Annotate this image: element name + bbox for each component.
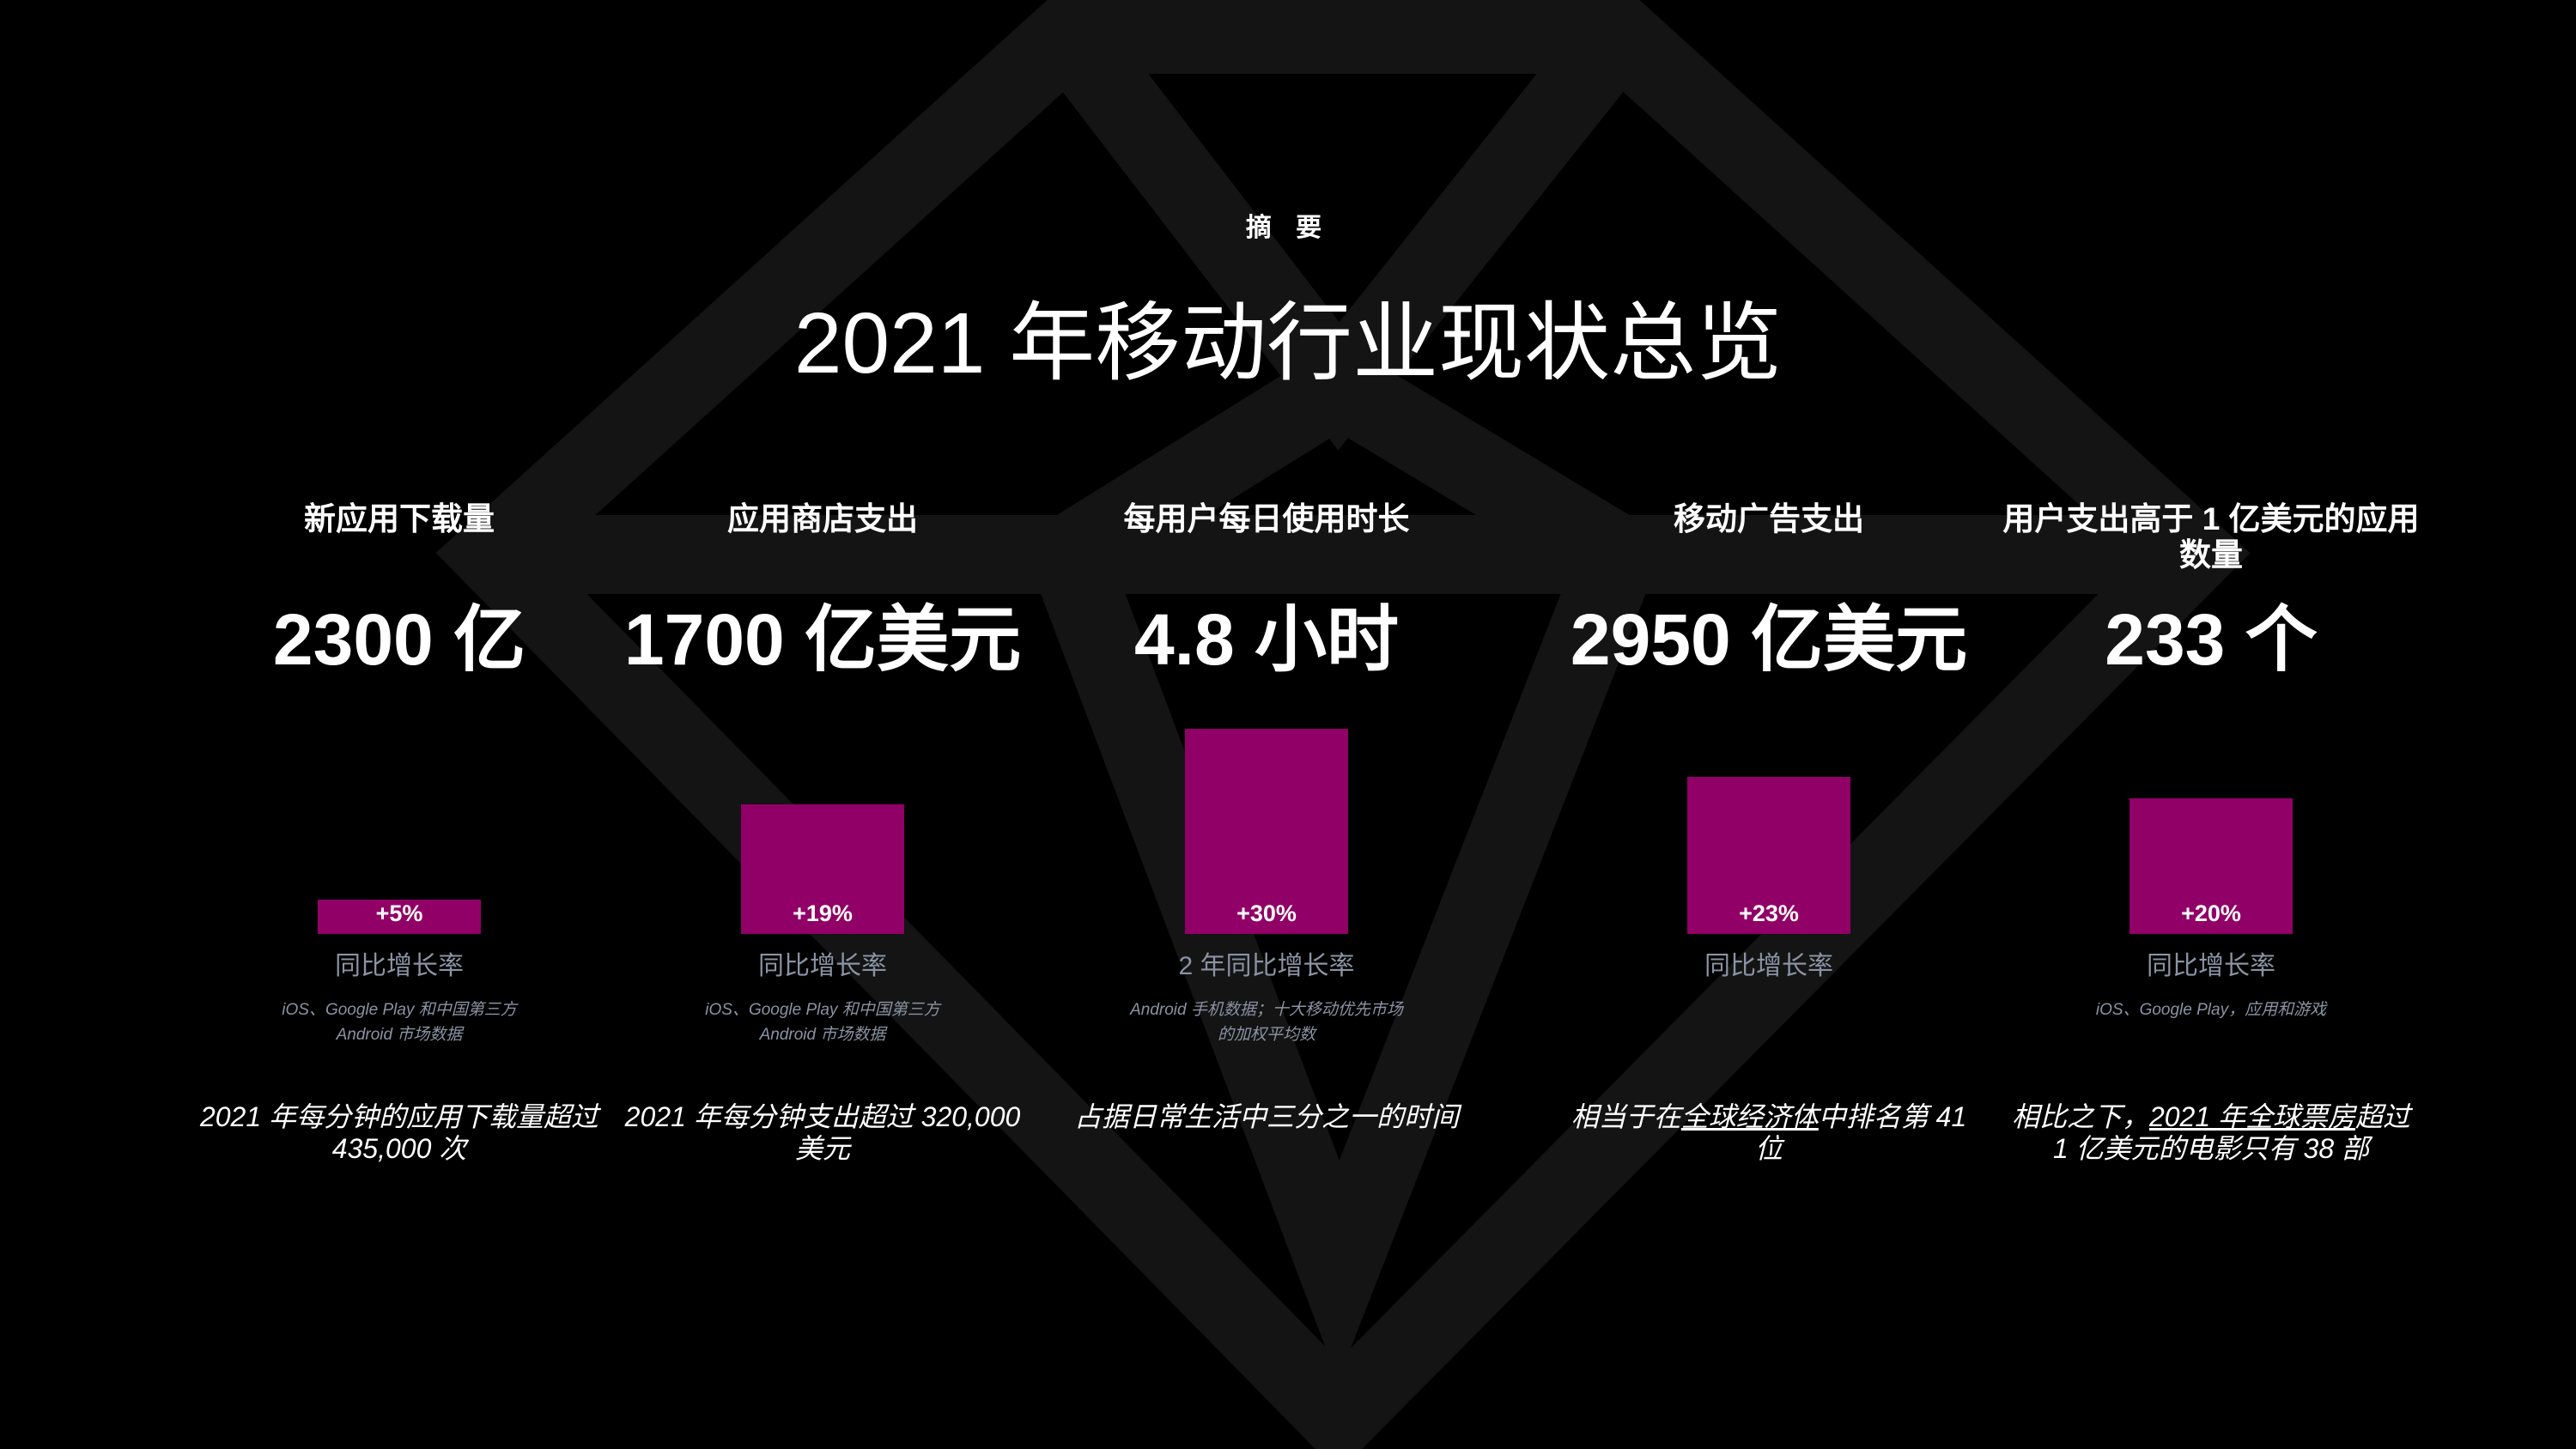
growth-percent: +30% — [1236, 900, 1297, 926]
stat-footnote: 占据日常生活中三分之一的时间 — [1060, 1101, 1473, 1133]
stat-value: 233 个 — [2105, 599, 2318, 680]
footnote-text: 相当于在 — [1571, 1101, 1681, 1132]
stat-column: 应用商店支出 1700 亿美元 +19% 同比增长率 iOS、Google Pl… — [599, 0, 1046, 1449]
page-title: 2021 年移动行业现状总览 — [793, 295, 1783, 391]
diamond-outline — [435, 0, 2251, 1449]
footnote-link[interactable]: 2021 年全球票房 — [2148, 1101, 2356, 1132]
growth-label: 同比增长率 — [758, 952, 887, 980]
footnote-text: 2021 年每分钟支出超过 320,000 美元 — [624, 1101, 1021, 1164]
growth-label: 2 年同比增长率 — [1178, 952, 1355, 980]
stat-heading: 应用商店支出 — [727, 501, 918, 537]
source-note: iOS、Google Play 和中国第三方 Android 市场数据 — [282, 1001, 517, 1044]
footnote-text: 占据日常生活中三分之一的时间 — [1073, 1101, 1459, 1132]
footnote-text: 相比之下， — [2011, 1101, 2149, 1132]
growth-bar: +19% — [741, 804, 904, 934]
stat-heading: 每用户每日使用时长 — [1123, 501, 1410, 537]
growth-label: 同比增长率 — [335, 952, 464, 980]
footnote-text: 超过 1 亿美元的电影只有 38 部 — [2052, 1101, 2411, 1164]
stat-value: 4.8 小时 — [1133, 599, 1400, 680]
stat-column: 每用户每日使用时长 4.8 小时 +30% 2 年同比增长率 Android 手… — [1043, 0, 1490, 1449]
growth-label: 同比增长率 — [1704, 952, 1833, 980]
stat-value: 1700 亿美元 — [623, 599, 1022, 680]
footnote-text: 2021 年每分钟的应用下载量超过 435,000 次 — [199, 1101, 599, 1164]
footnote-text: 中排名第 41 位 — [1754, 1101, 1967, 1164]
stat-column: 移动广告支出 2950 亿美元 +23% 同比增长率 相当于在全球经济体中排名第… — [1546, 0, 1992, 1449]
section-eyebrow: 摘 要 — [1245, 214, 1331, 242]
growth-label: 同比增长率 — [2147, 952, 2275, 980]
growth-percent: +19% — [793, 900, 853, 926]
stat-value: 2950 亿美元 — [1570, 599, 1968, 680]
stat-column: 新应用下载量 2300 亿 +5% 同比增长率 iOS、Google Play … — [176, 0, 623, 1449]
diamond-pavilion — [1030, 540, 1656, 1381]
stat-value: 2300 亿 — [272, 599, 526, 680]
stat-footnote: 相当于在全球经济体中排名第 41 位 — [1563, 1101, 1975, 1165]
growth-percent: +20% — [2181, 900, 2241, 926]
footnote-link[interactable]: 全球经济体 — [1680, 1101, 1819, 1132]
stat-heading: 用户支出高于 1 亿美元的应用数量 — [2002, 501, 2420, 573]
stat-footnote: 2021 年每分钟支出超过 320,000 美元 — [617, 1101, 1029, 1165]
stat-column: 用户支出高于 1 亿美元的应用数量 233 个 +20% 同比增长率 iOS、G… — [1988, 0, 2434, 1449]
stat-footnote: 相比之下，2021 年全球票房超过 1 亿美元的电影只有 38 部 — [2005, 1101, 2417, 1165]
growth-bar: +5% — [318, 900, 481, 934]
stat-footnote: 2021 年每分钟的应用下载量超过 435,000 次 — [193, 1101, 605, 1165]
source-note: iOS、Google Play，应用和游戏 — [2095, 1001, 2327, 1019]
growth-bar: +30% — [1185, 729, 1348, 934]
growth-bar: +20% — [2129, 798, 2293, 934]
growth-percent: +23% — [1739, 900, 1799, 926]
stat-heading: 新应用下载量 — [304, 501, 495, 537]
source-note: Android 手机数据；十大移动优先市场的加权平均数 — [1130, 1001, 1403, 1044]
source-note: iOS、Google Play 和中国第三方 Android 市场数据 — [705, 1001, 940, 1044]
diamond-crown-inner — [1047, 340, 1639, 589]
growth-bar: +23% — [1687, 777, 1850, 934]
growth-percent: +5% — [375, 900, 423, 926]
stat-heading: 移动广告支出 — [1674, 501, 1864, 537]
